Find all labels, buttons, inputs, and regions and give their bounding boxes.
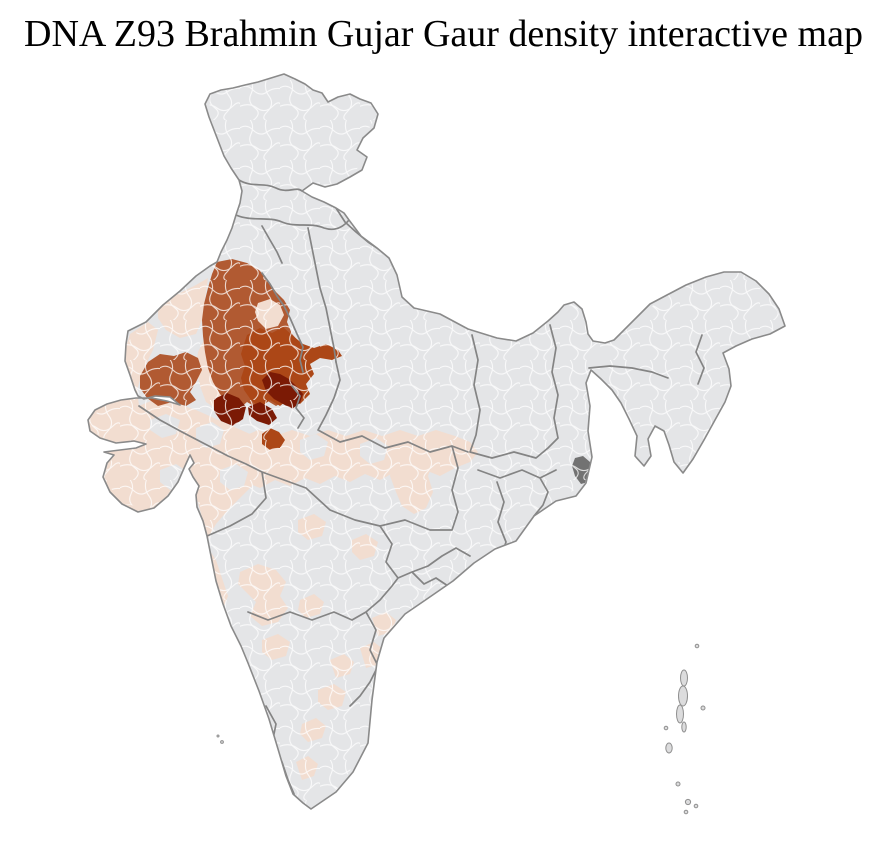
state-border-northeast [589,335,704,384]
state-border-east [456,325,558,580]
page-title: DNA Z93 Brahmin Gujar Gaur density inter… [24,13,863,55]
india-outline [88,74,785,809]
state-borders [139,180,704,794]
region-lakshadweep[interactable] [216,734,224,744]
state-border-north [236,180,389,362]
state-border-central [139,273,468,536]
region-andaman-nicobar[interactable] [663,643,706,815]
